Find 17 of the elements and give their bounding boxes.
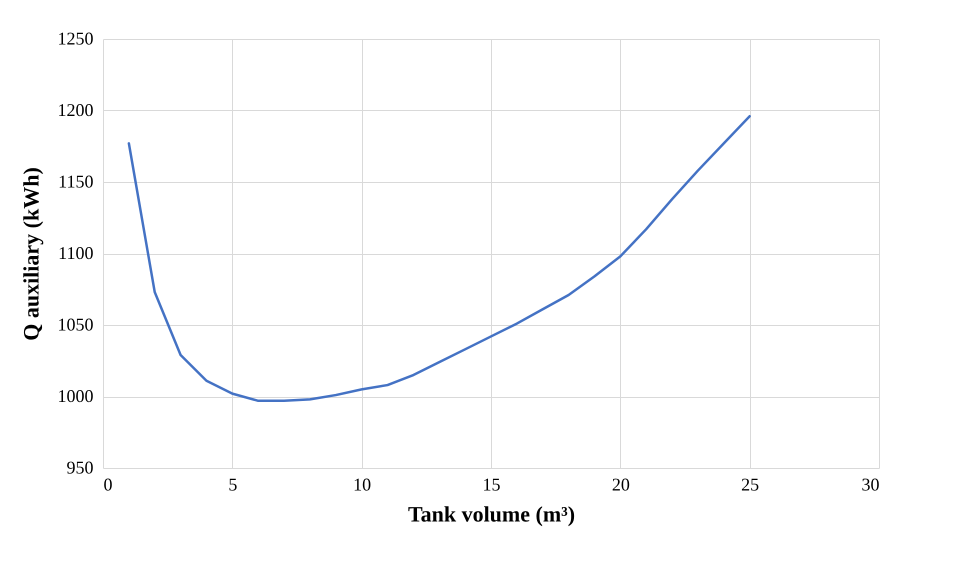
x-tick-label: 25 <box>741 474 760 494</box>
line-series <box>128 114 751 402</box>
y-tick-label: 1150 <box>58 172 94 192</box>
x-tick-label: 30 <box>862 474 880 494</box>
y-tick-label: 1000 <box>58 386 94 406</box>
y-axis-title: Q auxiliary (kWh) <box>18 167 44 341</box>
x-axis-title: Tank volume (m³) <box>408 502 576 526</box>
x-tick-label: 5 <box>228 474 238 494</box>
x-tick-label: 10 <box>353 474 372 494</box>
y-tick-label: 950 <box>66 458 94 478</box>
x-tick-label: 0 <box>104 474 112 494</box>
x-tick-label: 15 <box>482 474 500 494</box>
x-tick-label: 20 <box>612 474 630 494</box>
y-tick-label: 1250 <box>58 28 94 48</box>
y-tick-label: 1100 <box>58 243 94 263</box>
y-tick-label: 1050 <box>58 314 94 334</box>
y-tick-label: 1200 <box>58 100 94 120</box>
